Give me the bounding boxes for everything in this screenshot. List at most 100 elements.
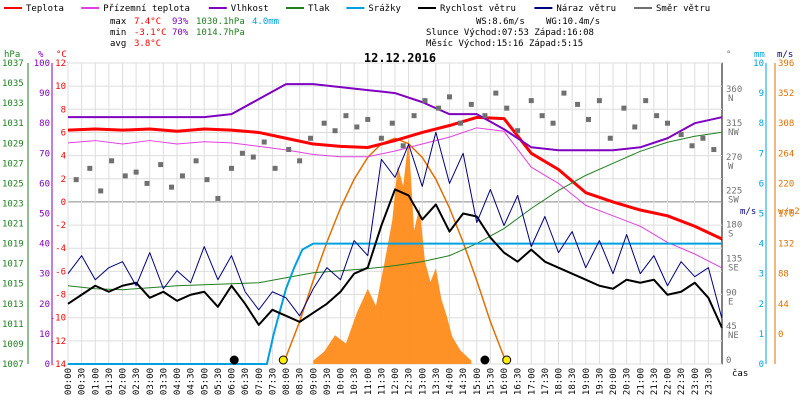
x-tick-label: 15:00 [473,368,483,395]
rain-tick-label: 6 [759,179,764,189]
stat-avg-label: avg [110,39,126,49]
radiation-area [313,138,472,364]
x-tick-label: 05:00 [200,368,210,395]
x-tick-label: 08:30 [296,368,306,395]
series-line-n-raz-v-tru [67,131,723,319]
stat-max-rain: 4.0mm [252,17,279,27]
series-line-vlhkost [68,83,723,152]
direction-point [711,147,717,153]
humidity-tick-label: 30 [39,270,50,280]
rain-tick-label: 7 [759,149,764,159]
direction-point [596,98,602,104]
radiation-tick-label: 44 [778,300,789,310]
x-tick-label: 11:00 [364,368,374,395]
direction-point [607,135,613,141]
direction-point [528,98,534,104]
direction-tick-label: 360 [726,85,742,95]
x-tick-label: 23:00 [691,368,701,395]
direction-tick-label: 225 [726,187,742,197]
x-tick-label: 15:30 [486,368,496,395]
x-tick-label: 04:00 [173,368,183,395]
stat-max-temp: 7.4°C [134,17,161,27]
direction-point [493,90,499,96]
plot-area [67,83,723,365]
direction-unit: ° [726,50,731,60]
pressure-tick-label: 1023 [2,199,24,209]
radiation-tick-label: 396 [778,59,794,69]
x-tick-label: 06:00 [228,368,238,395]
direction-point [378,135,384,141]
direction-point [204,177,210,183]
x-tick-label: 17:30 [541,368,551,395]
x-tick-label: 03:00 [146,368,156,395]
direction-point [654,113,660,119]
direction-point [73,177,79,183]
pressure-tick-label: 1011 [2,320,24,330]
sunrise-marker [278,355,288,365]
pressure-tick-label: 1021 [2,220,24,230]
humidity-tick-label: 10 [39,330,50,340]
stat-min-temp: -3.1°C [134,28,167,38]
pressure-tick-label: 1031 [2,119,24,129]
pressure-tick-label: 1033 [2,99,24,109]
humidity-unit: % [38,50,44,60]
x-tick-label: 13:30 [432,368,442,395]
stat-sun: Slunce Východ:07:53 Západ:16:08 [426,28,594,38]
direction-point [261,139,267,145]
direction-point [321,120,327,126]
rain-tick-label: 1 [759,330,764,340]
direction-point [515,128,521,134]
temp-tick-label: 8 [61,105,66,115]
temp-tick-label: 4 [61,152,66,162]
direction-point [133,169,139,175]
pressure-tick-label: 1035 [2,79,24,89]
series-line-teplota [67,115,723,241]
temp-tick-label: -6 [55,267,66,277]
direction-tick-label: 0 [726,356,731,366]
direction-point [400,143,406,149]
direction-point [689,143,695,149]
x-tick-label: 17:00 [527,368,537,395]
direction-point [286,147,292,153]
x-tick-label: 21:00 [636,368,646,395]
stat-min-hum: 70% [172,28,189,38]
x-tick-label: 09:00 [309,368,319,395]
x-tick-label: 12:00 [391,368,401,395]
direction-point [468,101,474,107]
series-line-rychlost-v-tru [67,188,723,329]
direction-cardinal-label: N [728,94,733,104]
direction-cardinal-label: NW [728,128,739,138]
direction-point [550,120,556,126]
direction-point [447,94,452,100]
direction-point [700,135,706,141]
direction-point [457,120,463,126]
moonset-marker [229,355,239,365]
radiation-tick-label: 352 [778,89,794,99]
x-tick-label: 01:30 [105,368,115,395]
x-tick-label: 13:00 [418,368,428,395]
x-tick-label: 22:00 [664,368,674,395]
pressure-tick-label: 1009 [2,340,24,350]
rain-tick-label: 8 [759,119,764,129]
humidity-tick-label: 60 [39,179,50,189]
humidity-tick-label: 50 [39,210,50,220]
humidity-tick-label: 100 [34,59,50,69]
pressure-tick-label: 1029 [2,139,24,149]
x-tick-label: 09:30 [323,368,333,395]
stat-min-press: 1014.7hPa [196,28,245,38]
x-tick-label: 11:30 [377,368,387,395]
legend-label: Vlhkost [231,4,269,14]
direction-point [482,113,488,119]
rain-tick-label: 2 [759,300,764,310]
pressure-tick-label: 1037 [2,59,24,69]
legend-label: Směr větru [656,4,710,14]
direction-tick-label: 135 [726,254,742,264]
x-tick-label: 21:30 [650,368,660,395]
x-tick-label: 07:00 [255,368,265,395]
stat-avg-temp: 3.8°C [134,39,161,49]
direction-point [411,113,417,119]
direction-point [332,128,338,134]
direction-tick-label: 90 [726,288,737,298]
x-tick-label: 19:00 [582,368,592,395]
legend-label: Přízemní teplota [103,4,190,14]
